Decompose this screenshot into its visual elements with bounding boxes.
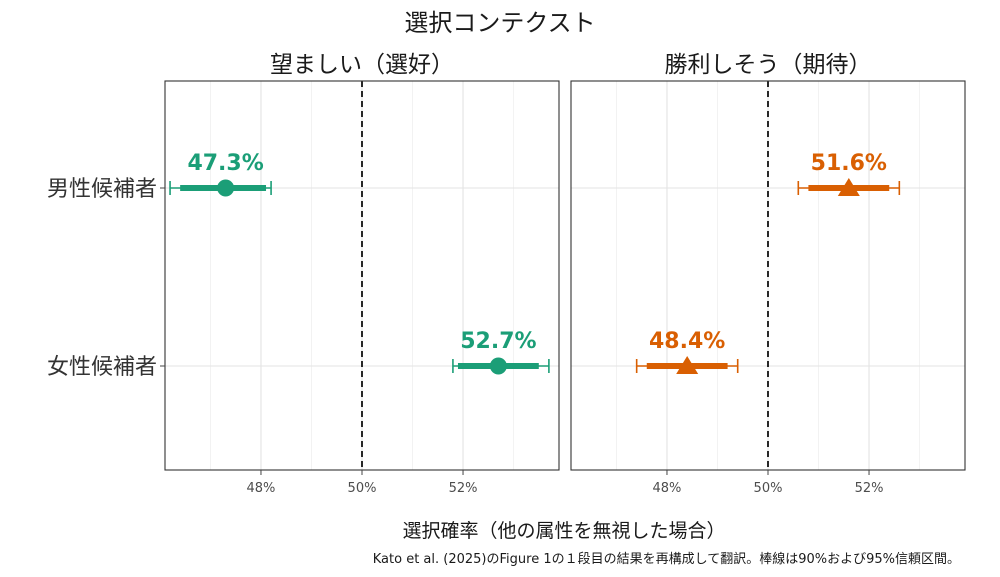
point-estimate-circle (217, 179, 235, 197)
data-label: 48.4% (649, 329, 725, 354)
y-category-label: 男性候補者 (47, 177, 157, 202)
x-tick-label: 50% (754, 481, 783, 496)
x-tick-label: 50% (348, 481, 377, 496)
point-estimate-circle (489, 357, 507, 375)
x-tick-label: 48% (653, 481, 682, 496)
panel-2: 勝利しそう（期待） 48% 50% 52% 51.6% 48.4% (570, 52, 966, 496)
x-tick-label: 52% (855, 481, 884, 496)
panel-1: 望ましい（選好） 48% 50% 52% 47.3% 52.7% (164, 52, 560, 496)
data-label: 47.3% (187, 151, 263, 176)
data-label: 51.6% (811, 151, 887, 176)
point-estimate-triangle (837, 178, 860, 196)
x-axis-label: 選択確率（他の属性を無視した場合） (402, 520, 726, 542)
data-label: 52.7% (460, 329, 536, 354)
y-category-label: 女性候補者 (47, 355, 157, 380)
x-tick-label: 48% (247, 481, 276, 496)
panel-title: 勝利しそう（期待） (665, 52, 872, 78)
chart-title: 選択コンテクスト (404, 9, 596, 37)
figure-caption: Kato et al. (2025)のFigure 1の１段目の結果を再構成して… (372, 552, 960, 567)
x-tick-label: 52% (449, 481, 478, 496)
point-estimate-triangle (676, 356, 699, 374)
panel-title: 望ましい（選好） (270, 52, 454, 78)
